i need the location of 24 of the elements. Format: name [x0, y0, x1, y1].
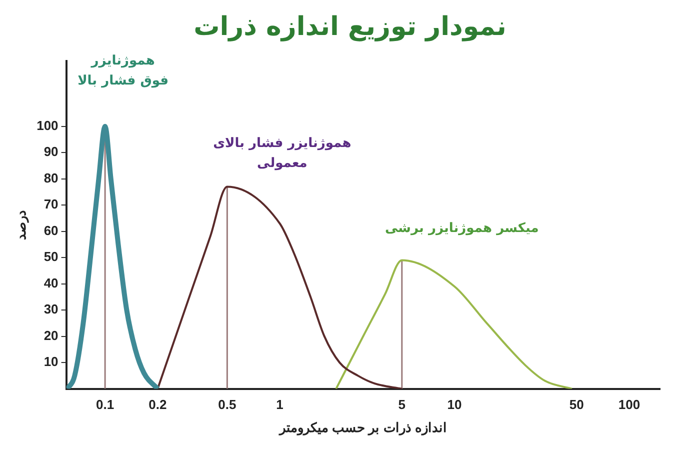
y-tick-label: 30 [44, 302, 58, 317]
x-tick-label: 100 [618, 397, 640, 412]
x-tick-label: 0.2 [148, 397, 167, 412]
y-tick-label: 90 [44, 144, 58, 160]
y-tick-label: 50 [44, 249, 58, 264]
x-tick-label: 1 [276, 397, 284, 412]
x-tick-label: 0.5 [218, 397, 236, 412]
y-tick-label: 40 [44, 275, 58, 290]
y-tick-label: 10 [44, 354, 58, 370]
y-tick-label: 60 [44, 222, 58, 238]
x-axis-title: اندازه ذرات بر حسب میکرومتر [278, 420, 447, 436]
x-tick-label: 5 [398, 397, 406, 412]
x-tick-label: 50 [569, 397, 584, 412]
x-tick-label: 10 [447, 397, 462, 412]
y-axis-title: درصد [13, 210, 30, 240]
text: هموژنایزر فوق فشار بالا [78, 53, 168, 88]
y-tick-label: 80 [44, 170, 58, 186]
series-label: هموژنایزر فشار بالای معمولی [213, 136, 352, 171]
x-tick-label: 0.1 [96, 397, 114, 412]
chart-title: نمودار توزیع اندازه ذرات [192, 12, 508, 44]
y-tick-label: 70 [44, 196, 58, 212]
y-tick-label: 20 [44, 328, 58, 343]
y-tick-label: 100 [36, 118, 58, 133]
text: میکسر هموژنایزر برشی [385, 221, 539, 236]
